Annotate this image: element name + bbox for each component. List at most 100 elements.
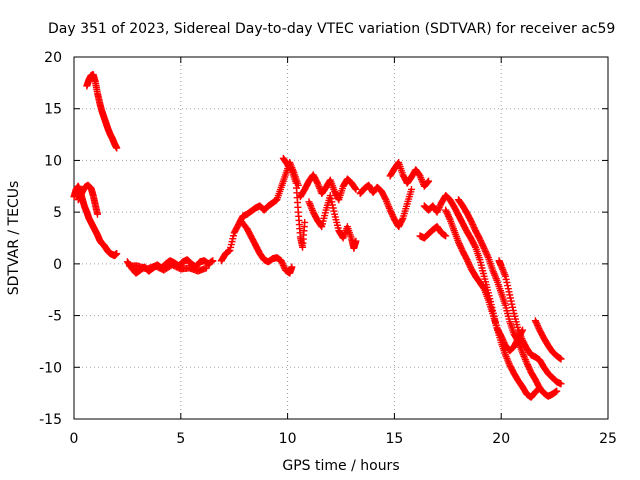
x-axis-label: GPS time / hours xyxy=(282,458,399,474)
series-trace-a xyxy=(70,182,121,260)
data-point xyxy=(425,177,433,185)
data-point xyxy=(351,184,359,192)
data-point xyxy=(407,185,415,193)
data-point xyxy=(445,212,453,220)
data-point xyxy=(445,214,453,222)
data-point xyxy=(504,282,512,290)
data-point xyxy=(509,306,517,314)
x-tick-label: 0 xyxy=(70,431,79,447)
data-point xyxy=(93,210,101,218)
data-point xyxy=(531,317,539,325)
axis-ticks xyxy=(73,56,609,420)
x-tick-label: 10 xyxy=(279,431,297,447)
data-point xyxy=(508,300,516,308)
data-point xyxy=(504,285,512,293)
data-point xyxy=(288,263,296,271)
y-tick-label: 20 xyxy=(44,50,62,66)
series-trace-c2 xyxy=(126,261,210,275)
y-axis-label: SDTVAR / TECUs xyxy=(6,181,22,296)
x-tick-label: 20 xyxy=(492,431,510,447)
series-trace-g4 xyxy=(495,257,565,388)
data-point xyxy=(505,288,513,296)
data-point xyxy=(524,362,532,370)
data-point xyxy=(457,244,465,252)
data-point xyxy=(434,207,442,215)
series-trace-h xyxy=(416,223,450,242)
series-trace-g3 xyxy=(442,206,544,401)
series-trace-g5 xyxy=(531,317,565,363)
data-point xyxy=(506,294,514,302)
series-trace-f2 xyxy=(386,158,433,190)
data-point xyxy=(436,202,444,210)
data-point xyxy=(456,241,464,249)
data-point xyxy=(484,252,492,260)
data-point xyxy=(287,166,295,174)
data-point xyxy=(433,208,441,216)
data-point xyxy=(524,361,532,369)
data-point xyxy=(479,243,487,251)
series-trace-d2 xyxy=(237,216,296,277)
x-tick-label: 15 xyxy=(385,431,403,447)
data-point xyxy=(526,365,534,373)
series-trace-a2 xyxy=(74,181,101,218)
data-point xyxy=(470,224,478,232)
data-point xyxy=(501,272,509,280)
data-point xyxy=(478,240,486,248)
data-point xyxy=(469,221,477,229)
data-point xyxy=(435,205,443,213)
data-point xyxy=(553,387,561,395)
data-point xyxy=(469,222,477,230)
data-point xyxy=(388,209,396,217)
data-point xyxy=(352,185,360,193)
data-point xyxy=(209,257,217,265)
data-point xyxy=(464,259,472,267)
data-point xyxy=(352,237,360,245)
data-point xyxy=(443,209,451,217)
data-point xyxy=(330,207,338,215)
data-point xyxy=(507,297,515,305)
series-trace-e2 xyxy=(305,192,360,252)
data-point xyxy=(533,320,541,328)
data-point xyxy=(482,247,490,255)
data-point xyxy=(477,238,485,246)
data-point xyxy=(476,235,484,243)
data-point xyxy=(481,246,489,254)
data-point xyxy=(313,178,321,186)
data-point xyxy=(525,364,533,372)
y-tick-label: -15 xyxy=(39,412,62,428)
data-point xyxy=(278,258,286,266)
data-series xyxy=(70,71,565,401)
data-point xyxy=(479,241,487,249)
data-point xyxy=(536,384,544,392)
series-trace-f xyxy=(356,181,415,231)
data-point xyxy=(464,257,472,265)
data-point xyxy=(467,217,475,225)
plot-frame xyxy=(73,56,609,420)
data-point xyxy=(509,303,517,311)
y-tick-label: -10 xyxy=(39,360,62,376)
data-point xyxy=(381,194,389,202)
x-tick-labels: 0 5 10 15 20 25 xyxy=(70,431,617,447)
data-point xyxy=(532,318,540,326)
data-point xyxy=(557,380,565,388)
data-point xyxy=(398,216,406,224)
series-trace-d xyxy=(217,158,302,265)
y-tick-label: 10 xyxy=(44,153,62,169)
chart-title: Day 351 of 2023, Sidereal Day-to-day VTE… xyxy=(48,21,615,37)
y-tick-label: -5 xyxy=(48,309,62,325)
data-point xyxy=(327,195,335,203)
data-point xyxy=(279,261,287,269)
data-point xyxy=(280,263,288,271)
data-point xyxy=(482,249,490,257)
data-point xyxy=(329,204,337,212)
data-point xyxy=(277,257,285,265)
y-tick-label: 15 xyxy=(44,102,62,118)
x-tick-label: 25 xyxy=(599,431,617,447)
data-point xyxy=(483,251,491,259)
data-point xyxy=(457,243,465,251)
x-tick-label: 5 xyxy=(176,431,185,447)
data-point xyxy=(424,178,432,186)
data-point xyxy=(435,203,443,211)
data-point xyxy=(328,201,336,209)
